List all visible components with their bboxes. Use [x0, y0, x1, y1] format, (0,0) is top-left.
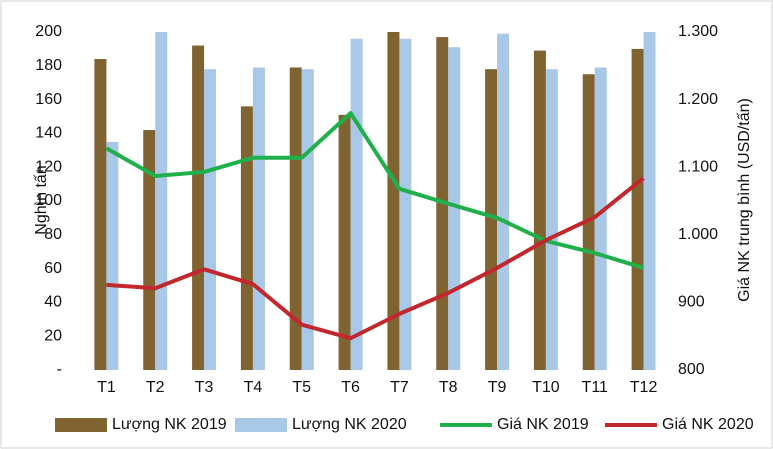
y-tick-label: 140 — [35, 125, 62, 142]
line — [106, 176, 645, 341]
y-tick-label: 120 — [35, 158, 62, 175]
x-tick-label: T2 — [146, 379, 165, 396]
y2-tick-label: 900 — [678, 294, 705, 311]
x-tick-label: T10 — [532, 379, 560, 396]
legend-label: Giá NK 2020 — [662, 416, 754, 433]
bar — [533, 50, 546, 371]
y-tick-label: 100 — [35, 192, 62, 209]
y2-tick-label: 800 — [678, 361, 705, 378]
bar — [631, 48, 644, 371]
x-tick-label: T5 — [292, 379, 311, 396]
bar — [94, 59, 107, 370]
line — [105, 111, 645, 270]
y-tick-label: 20 — [44, 327, 62, 344]
x-tick-label: T8 — [439, 379, 458, 396]
x-tick-label: T7 — [390, 379, 409, 396]
y-tick-label: 160 — [35, 91, 62, 108]
x-tick-label: T1 — [97, 379, 116, 396]
bar — [643, 32, 656, 370]
y-tick-label: - — [57, 361, 62, 378]
x-tick-label: T9 — [488, 379, 507, 396]
bar — [289, 67, 302, 371]
y2-tick-label: 1.200 — [678, 91, 718, 108]
legend-label: Lượng NK 2020 — [292, 416, 407, 433]
y-tick-label: 80 — [44, 226, 62, 243]
bar — [106, 141, 119, 370]
x-tick-label: T11 — [582, 379, 608, 396]
y-axis-title: Nghìn tấn — [33, 165, 50, 234]
y-tick-label: 180 — [35, 57, 62, 74]
y-tick-label: 40 — [44, 294, 62, 311]
bar — [252, 67, 265, 371]
x-tick-label: T3 — [195, 379, 214, 396]
bar — [192, 45, 205, 371]
bar — [143, 130, 156, 370]
legend-swatch — [55, 418, 107, 432]
bar — [545, 69, 558, 371]
y2-tick-label: 1.100 — [678, 158, 718, 175]
legend-swatch — [235, 418, 287, 432]
bar — [350, 38, 363, 370]
y2-tick-label: 1.000 — [678, 226, 718, 243]
y-tick-label: 200 — [35, 23, 62, 40]
bar — [497, 33, 510, 370]
bar — [204, 69, 217, 371]
x-tick-label: T12 — [630, 379, 658, 396]
bar — [387, 32, 400, 370]
bar — [301, 69, 314, 371]
x-tick-label: T4 — [244, 379, 263, 396]
bar — [240, 106, 253, 371]
bar — [155, 32, 168, 370]
y-tick-label: 60 — [44, 260, 62, 277]
y2-tick-label: 1.300 — [678, 23, 718, 40]
bar — [399, 38, 412, 370]
legend-label: Lượng NK 2019 — [112, 416, 227, 433]
legend-label: Giá NK 2019 — [497, 416, 589, 433]
bar — [485, 69, 498, 371]
bar — [338, 114, 351, 370]
y2-axis-title: Giá NK trung bình (USD/tấn) — [736, 98, 753, 302]
bar — [594, 67, 607, 371]
x-tick-label: T6 — [341, 379, 360, 396]
